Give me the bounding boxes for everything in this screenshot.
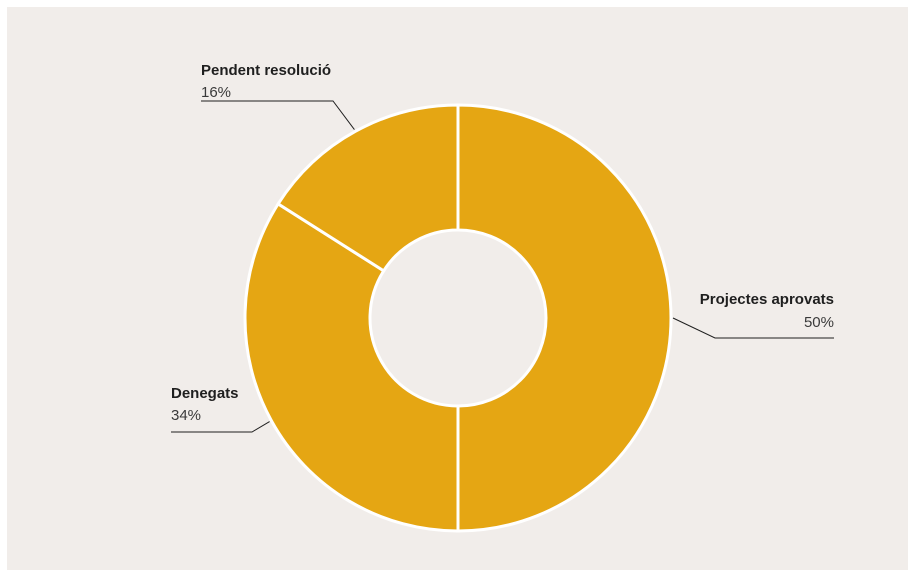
leader-line-projectes-aprovats (672, 317, 834, 339)
leader-line-pendent-resolucio (201, 100, 355, 130)
slice-denegats (243, 201, 460, 533)
slice-value-denegats: 34% (171, 407, 201, 424)
slice-label-projectes-aprovats: Projectes aprovats 50% (700, 291, 834, 331)
slice-name-projectes-aprovats: Projectes aprovats (700, 291, 834, 308)
slice-value-projectes-aprovats: 50% (804, 314, 834, 331)
slices-layer (243, 103, 673, 533)
slice-name-pendent-resolucio: Pendent resolució (201, 62, 331, 79)
slice-projectes-aprovats (456, 103, 673, 533)
slice-label-denegats: Denegats 34% (171, 385, 239, 424)
slice-label-pendent-resolucio: Pendent resolució 16% (201, 62, 331, 101)
slice-name-denegats: Denegats (171, 385, 239, 402)
leader-line-denegats (171, 421, 270, 433)
slice-value-pendent-resolucio: 16% (201, 84, 231, 101)
leader-lines-layer (171, 100, 834, 433)
slice-pendent-resolucio (276, 103, 460, 273)
